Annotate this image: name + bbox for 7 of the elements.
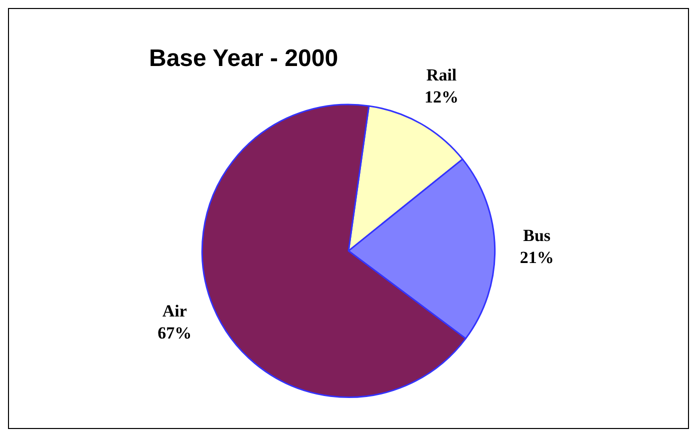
data-label: 21% [520, 248, 554, 268]
data-label: 67% [158, 324, 192, 343]
slice-label: Air [162, 302, 188, 321]
data-label: 12% [424, 88, 459, 107]
slice-label: Bus [523, 226, 551, 246]
slice-label: Rail [426, 66, 457, 85]
chart-title: Base Year - 2000 [149, 45, 338, 72]
